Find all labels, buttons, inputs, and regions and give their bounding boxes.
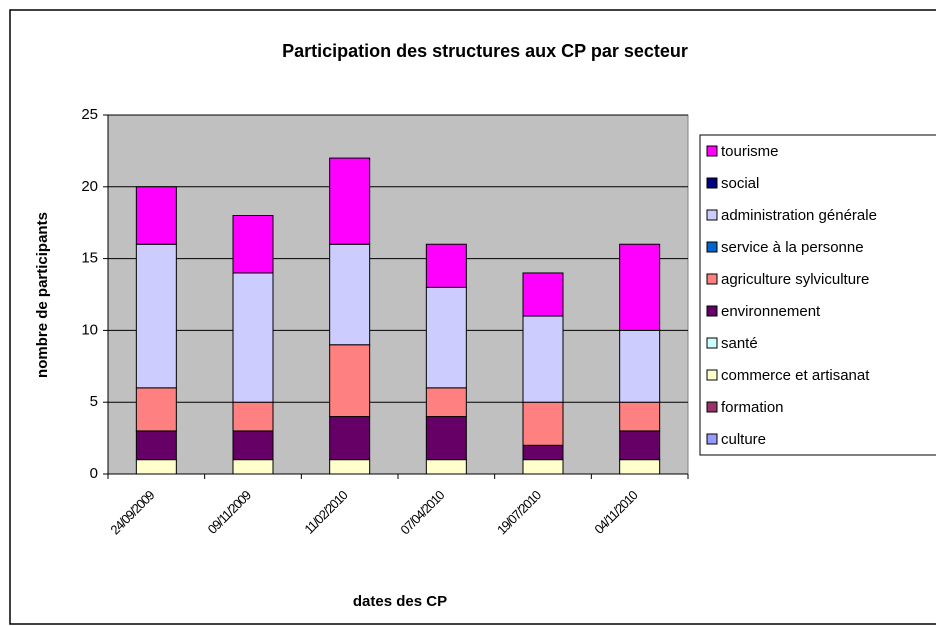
y-axis-label: nombre de participants bbox=[34, 212, 51, 378]
bar-segment bbox=[329, 157, 371, 245]
bar-segment bbox=[425, 416, 467, 461]
legend-label: agriculture sylviculture bbox=[721, 271, 869, 288]
legend-swatch bbox=[706, 177, 718, 189]
bar-segment bbox=[425, 387, 467, 418]
bar-segment bbox=[329, 243, 371, 346]
legend-swatch bbox=[706, 209, 718, 221]
bar-segment bbox=[425, 459, 467, 475]
y-tick-label: 0 bbox=[90, 465, 98, 482]
legend-swatch bbox=[706, 369, 718, 381]
legend-label: commerce et artisanat bbox=[721, 367, 870, 384]
bar-segment bbox=[232, 401, 274, 432]
x-axis-label: dates des CP bbox=[353, 593, 447, 610]
bar-segment bbox=[522, 444, 564, 461]
legend-swatch bbox=[706, 145, 718, 157]
legend-swatch bbox=[706, 337, 718, 349]
y-tick-label: 10 bbox=[81, 321, 98, 338]
legend-swatch bbox=[706, 305, 718, 317]
bar-segment bbox=[619, 243, 661, 331]
bar-segment bbox=[135, 459, 177, 475]
bar-segment bbox=[135, 186, 177, 245]
bar-segment bbox=[135, 387, 177, 432]
bar-segment bbox=[619, 401, 661, 432]
legend-label: environnement bbox=[721, 303, 821, 320]
bar-segment bbox=[425, 243, 467, 288]
bar-segment bbox=[329, 344, 371, 418]
bar-segment bbox=[232, 430, 274, 461]
legend-label: culture bbox=[721, 431, 766, 448]
bar-segment bbox=[619, 329, 661, 403]
bar-segment bbox=[329, 459, 371, 475]
bar-segment bbox=[522, 315, 564, 403]
legend-swatch bbox=[706, 273, 718, 285]
legend-box bbox=[699, 134, 936, 456]
bar-segment bbox=[135, 243, 177, 389]
bar-segment bbox=[619, 459, 661, 475]
legend-label: tourisme bbox=[721, 143, 779, 160]
y-tick-label: 25 bbox=[81, 106, 98, 123]
bar-segment bbox=[135, 430, 177, 461]
legend-label: formation bbox=[721, 399, 784, 416]
legend-swatch bbox=[706, 241, 718, 253]
bar-segment bbox=[232, 459, 274, 475]
plot-area bbox=[107, 114, 689, 475]
y-tick-label: 5 bbox=[90, 393, 98, 410]
legend-swatch bbox=[706, 401, 718, 413]
legend-label: administration générale bbox=[721, 207, 877, 224]
bar-segment bbox=[425, 286, 467, 389]
legend-label: social bbox=[721, 175, 759, 192]
bar-segment bbox=[232, 272, 274, 403]
y-tick-label: 20 bbox=[81, 178, 98, 195]
bar-segment bbox=[522, 459, 564, 475]
bar-segment bbox=[619, 430, 661, 461]
bar-segment bbox=[522, 272, 564, 317]
y-tick-label: 15 bbox=[81, 250, 98, 267]
legend-label: service à la personne bbox=[721, 239, 864, 256]
legend-swatch bbox=[706, 433, 718, 445]
bar-segment bbox=[329, 416, 371, 461]
bar-segment bbox=[522, 401, 564, 446]
chart-title: Participation des structures aux CP par … bbox=[282, 41, 688, 61]
bar-segment bbox=[232, 215, 274, 274]
legend-label: santé bbox=[721, 335, 758, 352]
